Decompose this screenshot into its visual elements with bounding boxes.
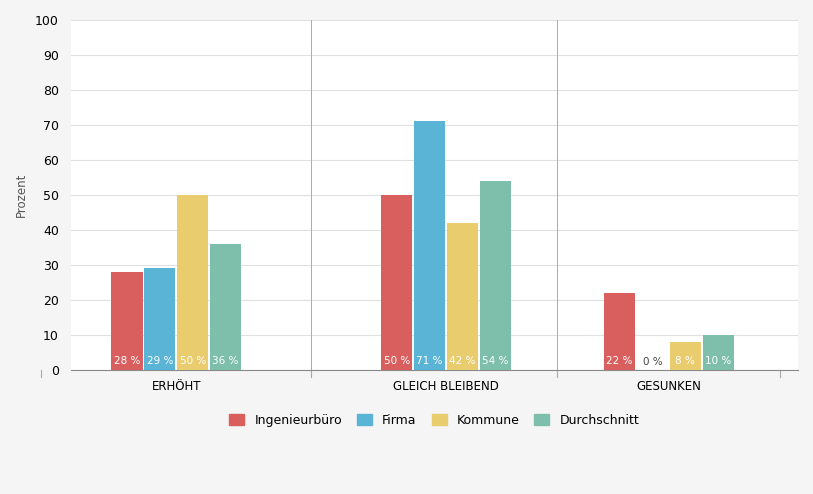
Bar xyxy=(480,181,511,370)
Text: 42 %: 42 % xyxy=(450,356,476,366)
Bar xyxy=(210,244,241,370)
Bar xyxy=(670,342,701,370)
Legend: Ingenieurbüro, Firma, Kommune, Durchschnitt: Ingenieurbüro, Firma, Kommune, Durchschn… xyxy=(224,408,646,433)
Text: 50 %: 50 % xyxy=(384,356,410,366)
Bar xyxy=(447,223,478,370)
Bar xyxy=(702,335,734,370)
Bar xyxy=(604,293,635,370)
Bar xyxy=(381,195,412,370)
Bar xyxy=(111,272,142,370)
Text: 8 %: 8 % xyxy=(676,356,695,366)
Bar xyxy=(177,195,208,370)
Text: 36 %: 36 % xyxy=(212,356,239,366)
Text: 29 %: 29 % xyxy=(146,356,173,366)
Y-axis label: Prozent: Prozent xyxy=(15,172,28,217)
Text: 28 %: 28 % xyxy=(114,356,140,366)
Bar xyxy=(414,122,446,370)
Text: 0 %: 0 % xyxy=(643,357,663,367)
Text: 10 %: 10 % xyxy=(705,356,732,366)
Text: 50 %: 50 % xyxy=(180,356,206,366)
Text: 22 %: 22 % xyxy=(606,356,633,366)
Text: 54 %: 54 % xyxy=(482,356,508,366)
Bar xyxy=(144,268,176,370)
Text: 71 %: 71 % xyxy=(416,356,443,366)
